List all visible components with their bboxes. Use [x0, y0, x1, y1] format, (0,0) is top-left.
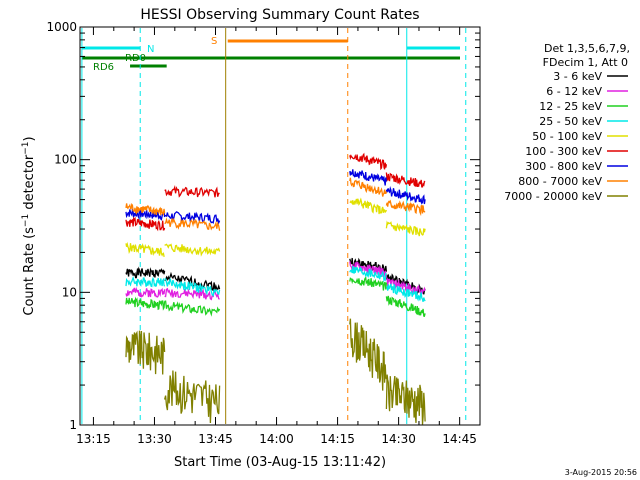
series-line-3-segment-2	[349, 265, 387, 283]
series-line-6-segment-0	[125, 208, 166, 221]
series-line-4-segment-3	[385, 220, 426, 237]
plot-frame	[79, 26, 481, 426]
series-line-6-segment-3	[385, 185, 426, 205]
marker-lines	[81, 28, 467, 424]
x-tick-label: 14:00	[259, 432, 294, 446]
series-line-4-segment-0	[125, 241, 165, 258]
flag-bars	[82, 39, 460, 68]
series-line-8-segment-3	[385, 374, 426, 425]
series-line-5-segment-1	[164, 184, 220, 198]
series-line-4-segment-1	[164, 243, 221, 257]
flag-label-n: N	[147, 44, 154, 55]
x-tick-label: 13:30	[137, 432, 172, 446]
flag-label-rd6: RD6	[93, 62, 114, 73]
series-line-7-segment-3	[385, 199, 426, 217]
series-line-1-segment-3	[385, 277, 426, 296]
series-line-3-segment-1	[164, 278, 221, 297]
y-tick-label: 1000	[46, 20, 77, 34]
series-line-2-segment-1	[164, 300, 221, 317]
legend-label: 100 - 300 keV	[525, 145, 602, 158]
legend-label: 6 - 12 keV	[546, 85, 602, 98]
legend-label: 800 - 7000 keV	[518, 175, 602, 188]
y-axis-label: Count Rate (s−1 detector−1)	[21, 136, 37, 315]
y-tick-label: 10	[62, 285, 77, 299]
series-line-7-segment-1	[164, 217, 221, 231]
flag-label-s: S	[211, 36, 217, 47]
series-line-1-segment-1	[164, 287, 220, 301]
legend-label: 7000 - 20000 keV	[504, 190, 602, 203]
x-tick-label: 13:15	[76, 432, 111, 446]
chart-title: HESSI Observing Summary Count Rates	[140, 7, 419, 23]
legend-label: 3 - 6 keV	[553, 70, 602, 83]
series-line-7-segment-0	[125, 203, 166, 216]
footer-date: 3-Aug-2015 20:56	[565, 468, 637, 477]
x-tick-label: 14:15	[320, 432, 355, 446]
series-line-6-segment-2	[349, 169, 388, 186]
series-line-5-segment-0	[125, 215, 166, 232]
x-axis-label: Start Time (03-Aug-15 13:11:42)	[174, 455, 386, 470]
x-tick-label: 14:45	[442, 432, 477, 446]
series-lines	[125, 152, 426, 425]
legend-header-2: FDecim 1, Att 0	[543, 56, 628, 69]
series-line-3-segment-0	[125, 276, 166, 288]
legend-label: 25 - 50 keV	[539, 115, 602, 128]
legend: 3 - 6 keV 6 - 12 keV 12 - 25 keV 25 - 50 ke…	[504, 70, 628, 203]
legend-header-1: Det 1,3,5,6,7,9,	[544, 42, 630, 55]
series-line-5-segment-3	[385, 172, 426, 188]
series-line-8-segment-1	[163, 370, 221, 424]
series-line-2-segment-3	[385, 295, 426, 317]
series-line-4-segment-2	[349, 197, 387, 215]
flag-label-rd0: RD0	[125, 53, 146, 64]
series-line-2-segment-2	[349, 276, 388, 291]
y-tick-label: 1	[69, 418, 77, 432]
series-line-2-segment-0	[125, 296, 166, 311]
series-line-1-segment-0	[125, 286, 166, 298]
series-line-3-segment-3	[386, 283, 426, 302]
series-line-7-segment-2	[349, 177, 388, 197]
series-line-5-segment-2	[349, 152, 388, 171]
legend-label: 300 - 800 keV	[525, 160, 602, 173]
y-axis-ticks: 1 10 100 1000	[46, 20, 480, 432]
series-line-0-segment-0	[125, 266, 166, 279]
legend-label: 12 - 25 keV	[539, 100, 602, 113]
legend-label: 50 - 100 keV	[532, 130, 602, 143]
x-tick-label: 14:30	[381, 432, 416, 446]
series-line-8-segment-0	[125, 330, 166, 375]
series-line-0-segment-3	[385, 273, 426, 295]
series-line-8-segment-2	[349, 318, 388, 391]
x-axis-ticks: 13:15 13:30 13:45 14:00 14:15 14:30 14:45	[76, 27, 477, 446]
y-tick-label: 100	[54, 153, 77, 167]
x-tick-label: 13:45	[198, 432, 233, 446]
